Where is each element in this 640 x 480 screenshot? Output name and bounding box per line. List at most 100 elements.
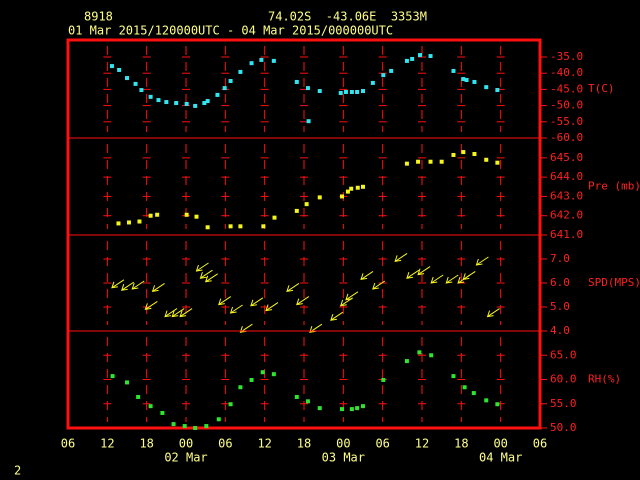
y-tick-label: 55.0 [550,397,577,410]
wind-arrow [151,282,165,293]
data-point [349,186,354,191]
data-point [404,359,409,364]
data-point [136,394,141,399]
x-tick-label: 18 [454,437,468,451]
data-point [205,225,210,230]
data-point [472,152,477,157]
wind-arrow [330,311,344,321]
data-point [260,370,265,375]
data-point [451,68,456,73]
wind-arrow [111,279,125,289]
data-point [259,57,264,62]
data-point [416,159,421,164]
station-id: 8918 [84,10,113,24]
y-tick-label: 641.0 [550,228,583,241]
data-point [125,380,129,385]
data-point [428,54,433,59]
x-tick-label: 06 [61,437,75,451]
data-point [317,89,322,94]
data-point [116,221,121,226]
x-tick-label: 00 [336,437,350,451]
data-point [305,399,310,404]
data-point [340,407,345,412]
data-point [404,161,409,166]
y-tick-label: 5.0 [550,300,570,313]
x-tick-label: 18 [297,437,311,451]
data-point [484,157,489,162]
wind-arrow [445,274,459,284]
data-point [109,64,114,69]
data-point [495,88,500,93]
data-point [182,424,187,429]
y-tick-label: 6.0 [550,276,570,289]
wind-arrow [250,297,264,307]
x-tick-label: 12 [415,437,429,451]
y-tick-label: 4.0 [550,324,570,337]
data-point [340,194,345,199]
data-point [349,89,354,94]
data-point [126,220,131,225]
y-tick-label: 65.0 [550,348,577,361]
y-tick-label: 60.0 [550,373,577,386]
wind-arrow [345,291,359,301]
data-point [238,69,243,74]
data-point [294,394,299,399]
y-axis-label: RH(%) [588,373,621,386]
data-point [304,202,309,207]
wind-arrow [286,282,300,293]
y-tick-label: 643.0 [550,189,583,202]
data-point [249,61,254,66]
wind-arrow [171,308,185,318]
y-tick-label: -55.0 [550,115,583,128]
data-point [155,212,160,217]
data-point [174,101,179,106]
wind-arrow [462,270,476,281]
data-point [139,88,144,93]
data-point [355,406,360,411]
wind-arrow [265,302,279,312]
x-tick-label: 06 [375,437,389,451]
data-point [495,160,500,165]
y-tick-label: 644.0 [550,170,583,183]
data-point [389,68,394,73]
x-day-label: 03 Mar [322,451,365,465]
data-point [451,152,456,157]
data-point [156,98,161,103]
x-tick-label: 00 [179,437,193,451]
wind-arrow [394,252,408,263]
x-tick-label: 18 [139,437,153,451]
data-point [317,195,322,200]
data-point [464,78,469,83]
wind-arrow [296,296,310,306]
data-point [171,422,176,427]
data-point [306,119,311,124]
data-point [355,185,360,190]
data-point [148,94,153,99]
data-point [418,53,423,58]
data-point [462,385,467,390]
y-tick-label: -50.0 [550,99,583,112]
data-point [294,79,299,84]
data-point [137,219,142,224]
data-point [249,377,254,382]
wind-arrow [195,262,209,272]
time-period: 01 Mar 2015/120000UTC - 04 Mar 2015/0000… [68,24,393,38]
y-axis-label: T(C) [588,82,615,95]
wind-arrow [406,269,420,279]
data-point [148,213,153,218]
wind-arrow [360,270,374,281]
wind-arrow [372,280,386,290]
wind-arrow [179,308,193,318]
data-point [194,214,199,219]
data-point [305,86,310,91]
data-point [117,67,122,72]
y-tick-label: -45.0 [550,82,583,95]
data-point [193,426,198,430]
data-point [215,92,220,97]
data-point [204,424,209,429]
data-point [410,56,415,61]
data-point [164,100,169,105]
station-location: 74.02S -43.06E 3353M [268,10,427,24]
x-tick-label: 06 [533,437,547,451]
